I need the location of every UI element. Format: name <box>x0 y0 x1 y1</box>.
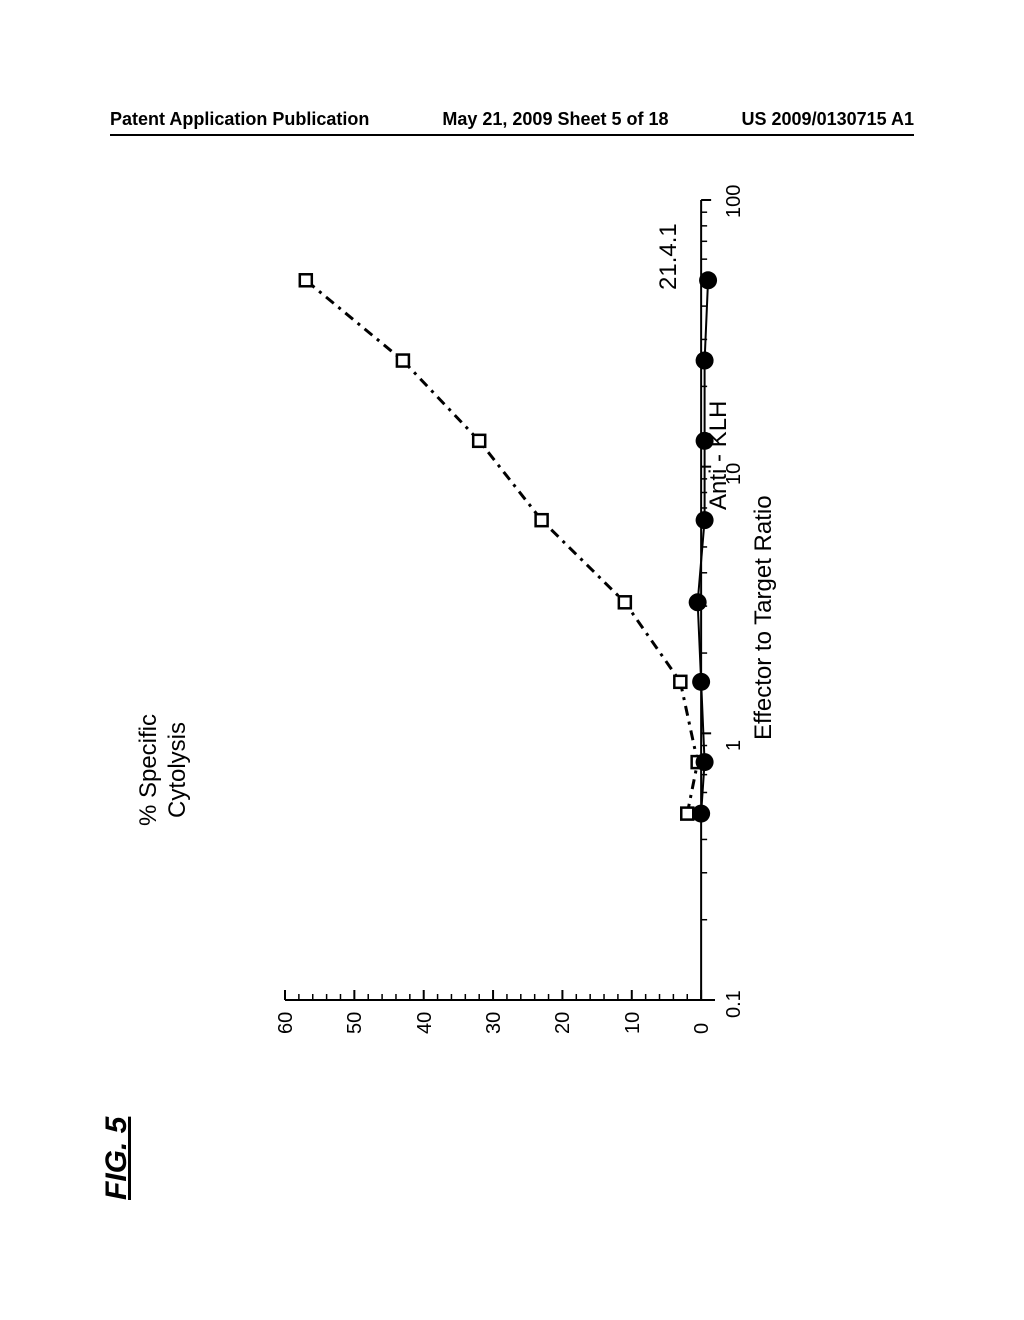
cytolysis-chart <box>230 160 790 1060</box>
header-center: May 21, 2009 Sheet 5 of 18 <box>442 109 668 130</box>
x-tick-label: 1 <box>723 740 746 751</box>
y-tick-label: 10 <box>622 1012 645 1034</box>
y-tick-label: 40 <box>414 1012 437 1034</box>
y-tick-label: 30 <box>483 1012 506 1034</box>
header-left: Patent Application Publication <box>110 109 369 130</box>
y-tick-label: 0 <box>691 1023 714 1034</box>
x-tick-label: 0.1 <box>723 990 746 1018</box>
y-tick-label: 20 <box>552 1012 575 1034</box>
x-tick-label: 10 <box>723 462 746 484</box>
figure-label: FIG. 5 <box>100 1117 134 1200</box>
y-axis-label: % Specific Cytolysis <box>135 670 193 870</box>
patent-header: Patent Application Publication May 21, 2… <box>110 100 914 136</box>
page: Patent Application Publication May 21, 2… <box>0 0 1024 1320</box>
y-tick-label: 50 <box>344 1012 367 1034</box>
y-tick-label: 60 <box>275 1012 298 1034</box>
header-right: US 2009/0130715 A1 <box>742 109 914 130</box>
x-tick-label: 100 <box>723 185 746 218</box>
